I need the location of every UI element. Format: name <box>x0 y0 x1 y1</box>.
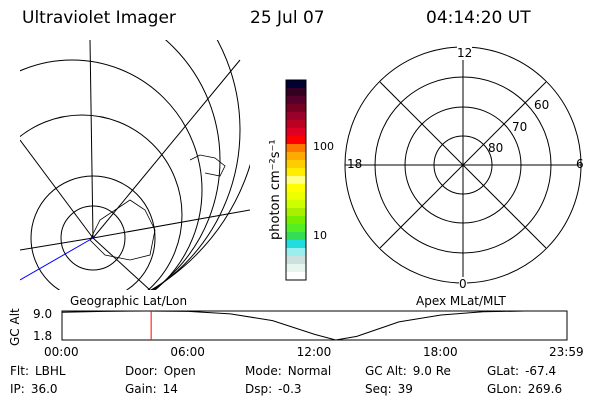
status-key: GC Alt: <box>365 364 407 378</box>
colorbar-tick: 10 <box>313 229 327 242</box>
status-key: GLon: <box>487 382 522 396</box>
geographic-map <box>20 40 250 290</box>
x-tick: 23:59 <box>549 345 584 359</box>
colorbar-swatch <box>286 208 306 217</box>
colorbar-swatch <box>286 224 306 233</box>
y-tick: 1.8 <box>33 329 53 343</box>
status-key: Dsp: <box>245 382 273 396</box>
colorbar-swatch <box>286 152 306 161</box>
status-field: IP: 36.0 <box>10 382 58 396</box>
status-field: GC Alt: 9.0 Re <box>365 364 451 378</box>
x-tick: 12:00 <box>296 345 332 359</box>
status-field: Flt: LBHL <box>10 364 66 378</box>
colorbar-swatch <box>286 104 306 113</box>
colorbar-swatch <box>286 184 306 193</box>
status-field: GLat: -67.4 <box>487 364 556 378</box>
colorbar-swatch <box>286 248 306 257</box>
colorbar-swatch <box>286 168 306 177</box>
status-field: Seq: 39 <box>365 382 413 396</box>
mlt-6: 6 <box>576 157 584 171</box>
mlt-18: 18 <box>347 157 363 171</box>
status-key: Seq: <box>365 382 392 396</box>
mlat-70: 70 <box>512 120 528 134</box>
status-value: 9.0 Re <box>412 364 451 378</box>
colorbar-label: photon cm⁻²s⁻¹ <box>268 139 283 240</box>
status-field: Dsp: -0.3 <box>245 382 302 396</box>
y-axis-label: GC Alt <box>8 308 22 346</box>
status-key: Mode: <box>245 364 282 378</box>
mlt-12: 12 <box>457 46 473 60</box>
colorbar-swatch <box>286 144 306 153</box>
colorbar-swatch <box>286 96 306 105</box>
status-field: Door: Open <box>125 364 196 378</box>
status-key: GLat: <box>487 364 520 378</box>
mlt-0: 0 <box>459 277 467 291</box>
polar-grid <box>344 46 582 284</box>
x-tick: 00:00 <box>44 345 79 359</box>
status-field: Gain: 14 <box>125 382 178 396</box>
status-key: Door: <box>125 364 158 378</box>
status-value: LBHL <box>34 364 66 378</box>
colorbar-swatch <box>286 240 306 249</box>
colorbar-swatch <box>286 264 306 273</box>
date: 25 Jul 07 <box>250 8 325 28</box>
status-key: Gain: <box>125 382 157 396</box>
status-value: Normal <box>287 364 332 378</box>
app-title: Ultraviolet Imager <box>22 8 176 28</box>
x-tick: 06:00 <box>170 345 205 359</box>
mlat-80: 80 <box>488 141 504 155</box>
colorbar-swatch <box>286 216 306 225</box>
status-field: Mode: Normal <box>245 364 331 378</box>
status-value: 14 <box>162 382 178 396</box>
colorbar-swatch <box>286 256 306 265</box>
time: 04:14:20 UT <box>426 8 531 28</box>
x-tick: 18:00 <box>423 345 458 359</box>
colorbar-swatch <box>286 112 306 121</box>
colorbar-tick: 100 <box>313 140 334 153</box>
colorbar-swatch <box>286 192 306 201</box>
status-value: -67.4 <box>525 364 557 378</box>
status-value: Open <box>163 364 196 378</box>
colorbar-swatch <box>286 80 306 89</box>
status-value: 39 <box>397 382 413 396</box>
colorbar-swatch <box>286 272 306 281</box>
colorbar-swatch <box>286 200 306 209</box>
colorbar-swatch <box>286 88 306 97</box>
colorbar-swatch <box>286 160 306 169</box>
altitude-plot <box>61 310 568 341</box>
colorbar <box>285 79 307 281</box>
status-key: IP: <box>10 382 25 396</box>
y-tick: 9.0 <box>33 307 53 321</box>
colorbar-swatch <box>286 176 306 185</box>
colorbar-swatch <box>286 120 306 129</box>
status-field: GLon: 269.6 <box>487 382 562 396</box>
apex-label: Apex MLat/MLT <box>416 294 506 308</box>
status-value: 36.0 <box>30 382 58 396</box>
colorbar-swatch <box>286 128 306 137</box>
mlat-60: 60 <box>534 98 550 112</box>
status-key: Flt: <box>10 364 29 378</box>
colorbar-swatch <box>286 232 306 241</box>
colorbar-swatch <box>286 136 306 145</box>
map-label: Geographic Lat/Lon <box>70 294 188 308</box>
status-value: -0.3 <box>278 382 302 396</box>
status-value: 269.6 <box>527 382 563 396</box>
